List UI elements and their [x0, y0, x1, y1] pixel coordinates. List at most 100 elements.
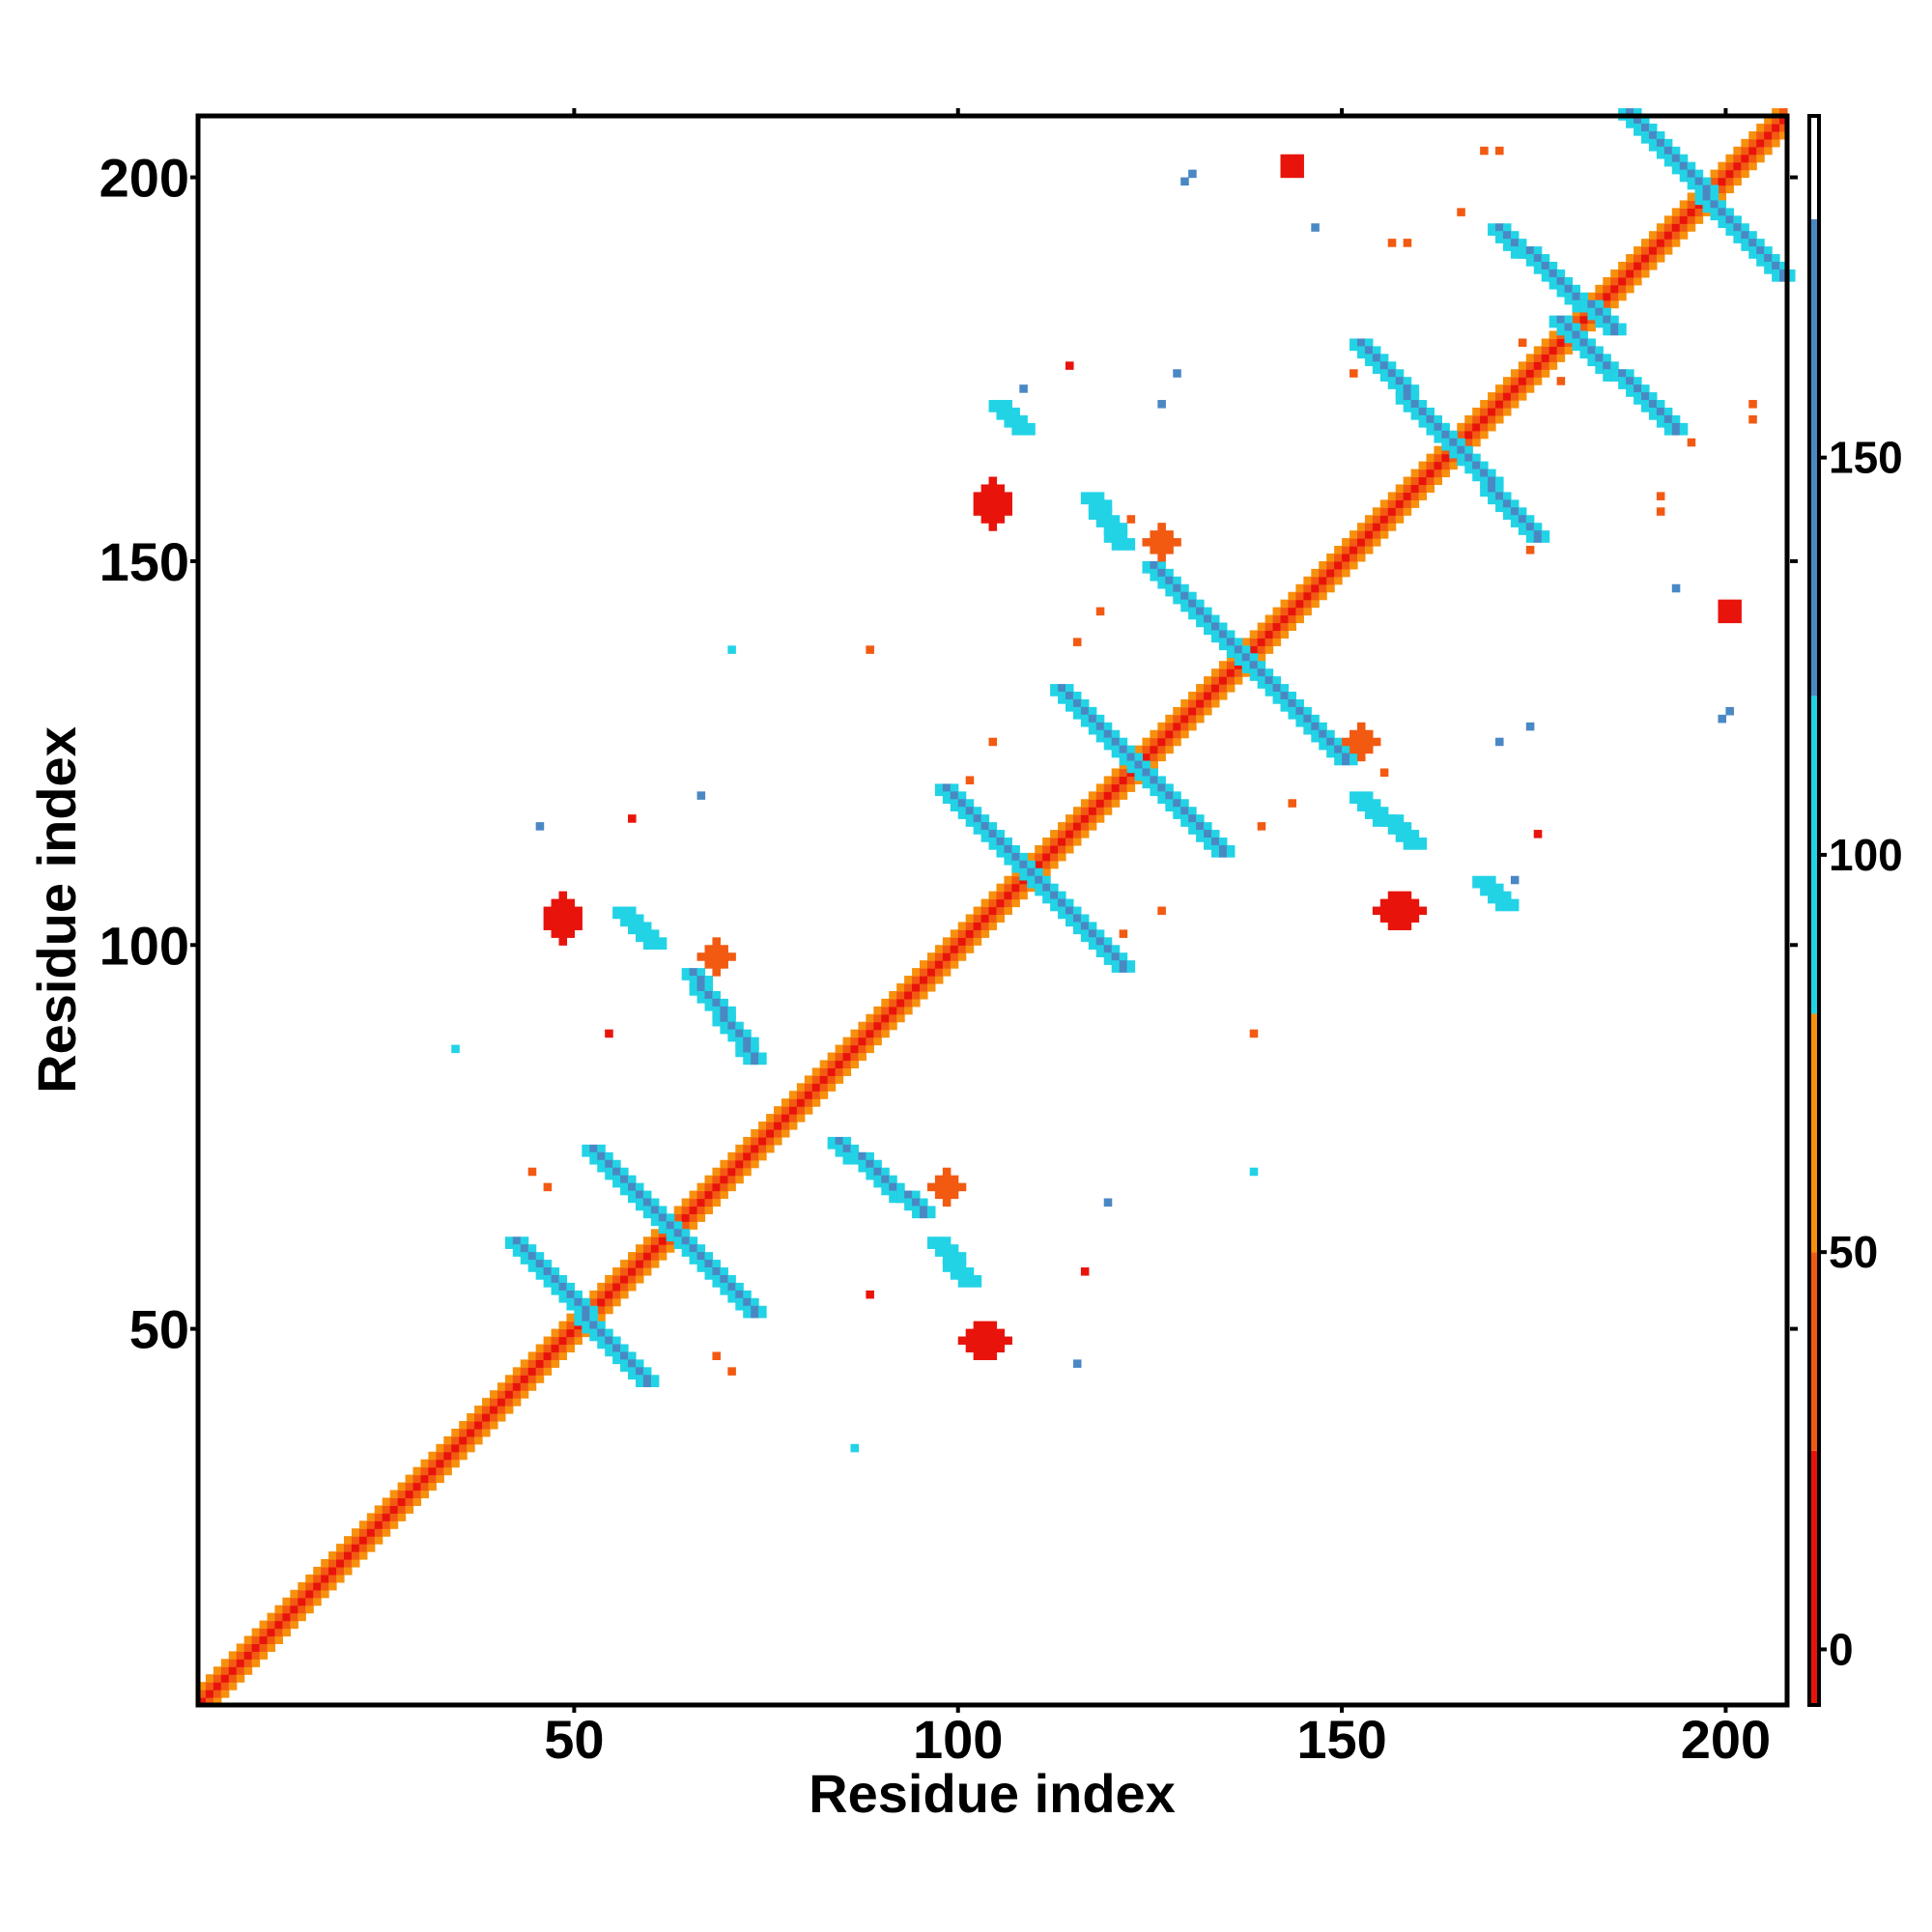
contact-cell	[1418, 414, 1428, 428]
diagonal-cell	[628, 1282, 637, 1292]
contact-cell	[1403, 384, 1412, 397]
diagonal-cell	[766, 1136, 775, 1146]
patch-cell	[1410, 914, 1420, 923]
patch-cell	[1418, 906, 1428, 916]
diagonal-cell	[504, 1390, 514, 1399]
diagonal-cell	[597, 1282, 606, 1292]
diagonal-cell	[558, 1351, 568, 1360]
colorbar-tick-label: 50	[1829, 1227, 1878, 1277]
contact-point	[1119, 929, 1128, 938]
contact-cell	[1741, 231, 1749, 243]
contact-cell	[704, 1260, 714, 1272]
contact-cell	[1525, 523, 1535, 535]
contact-cell	[1457, 438, 1465, 451]
contact-cell	[1502, 507, 1512, 521]
diagonal-cell	[1196, 698, 1205, 708]
diagonal-cell	[366, 1536, 376, 1545]
diagonal-cell	[796, 1106, 806, 1115]
patch-cell	[1410, 906, 1420, 916]
contact-cell	[620, 1351, 629, 1365]
contact-cell	[635, 1367, 644, 1380]
patch-cell	[942, 1175, 952, 1184]
diagonal-cell	[1641, 239, 1650, 247]
contact-point	[451, 1044, 460, 1054]
contact-cell	[1165, 783, 1174, 797]
diagonal-cell	[451, 1443, 460, 1453]
contact-cell	[1210, 622, 1220, 636]
diagonal-cell	[1379, 515, 1389, 524]
contact-cell	[620, 1167, 629, 1180]
contact-cell	[1103, 937, 1113, 951]
diagonal-cell	[397, 1513, 407, 1521]
contact-cell	[551, 1274, 560, 1288]
diagonal-cell	[566, 1321, 575, 1330]
contact-cell	[743, 1037, 752, 1050]
diagonal-cell	[957, 945, 967, 953]
y-tick-label: 50	[129, 1299, 189, 1360]
diagonal-cell	[712, 1175, 721, 1184]
contact-cell	[988, 822, 998, 835]
diagonal-cell	[996, 883, 1006, 893]
patch-cell	[566, 898, 575, 908]
contact-cell	[1188, 599, 1197, 612]
contact-cell	[704, 976, 714, 988]
contact-cell	[1618, 323, 1627, 336]
contact-point	[1065, 361, 1074, 370]
contact-cell	[1495, 883, 1504, 896]
patch-cell	[926, 1182, 936, 1192]
contact-cell	[1748, 231, 1757, 243]
diagonal-cell	[274, 1635, 284, 1645]
contact-cell	[1234, 645, 1243, 659]
diagonal-cell	[1426, 469, 1435, 478]
contact-cell	[1280, 698, 1290, 712]
diagonal-cell	[1387, 492, 1397, 500]
contact-cell	[920, 1206, 928, 1219]
contact-cell	[628, 914, 637, 927]
contact-cell	[628, 1175, 637, 1188]
diagonal-cell	[366, 1544, 376, 1552]
patch-cell	[1157, 523, 1166, 531]
diagonal-cell	[389, 1520, 399, 1529]
diagonal-cell	[873, 1029, 882, 1038]
contact-cell	[597, 1328, 606, 1342]
contact-cell	[1188, 822, 1197, 835]
contact-cell	[1488, 469, 1496, 482]
heatmap-cells	[198, 108, 1796, 1706]
diagonal-cell	[1387, 523, 1397, 531]
diagonal-cell	[612, 1267, 621, 1276]
contact-cell	[1126, 753, 1136, 766]
contact-cell	[1204, 830, 1212, 842]
contact-cell	[1464, 461, 1473, 474]
contact-cell	[1103, 530, 1113, 543]
contact-cell	[1372, 354, 1381, 367]
contact-cell	[950, 791, 959, 805]
diagonal-cell	[1741, 154, 1749, 163]
diagonal-cell	[774, 1106, 782, 1115]
diagonal-cell	[1518, 392, 1527, 401]
patch-cell	[996, 492, 1006, 500]
patch-cell	[1733, 607, 1742, 616]
diagonal-cell	[628, 1252, 637, 1261]
patch-cell	[1718, 614, 1727, 624]
diagonal-cell	[474, 1420, 483, 1430]
patch-cell	[1395, 891, 1405, 900]
diagonal-cell	[1525, 384, 1535, 393]
diagonal-cell	[673, 1206, 683, 1215]
patch-cell	[1372, 906, 1381, 916]
patch-cell	[1350, 737, 1358, 747]
diagonal-cell	[374, 1528, 384, 1537]
diagonal-cell	[535, 1367, 545, 1376]
diagonal-cell	[1772, 123, 1780, 132]
diagonal-cell	[751, 1159, 759, 1169]
diagonal-cell	[973, 929, 982, 938]
contact-cell	[1095, 507, 1105, 521]
contact-cell	[1641, 130, 1650, 144]
contact-cell	[1288, 706, 1297, 720]
diagonal-cell	[1080, 822, 1090, 831]
diagonal-cell	[1173, 706, 1181, 716]
contact-cell	[1072, 692, 1082, 704]
contact-cell	[527, 1260, 537, 1272]
patch-cell	[720, 960, 728, 969]
diagonal-cell	[236, 1651, 245, 1660]
contact-cell	[1502, 891, 1512, 904]
